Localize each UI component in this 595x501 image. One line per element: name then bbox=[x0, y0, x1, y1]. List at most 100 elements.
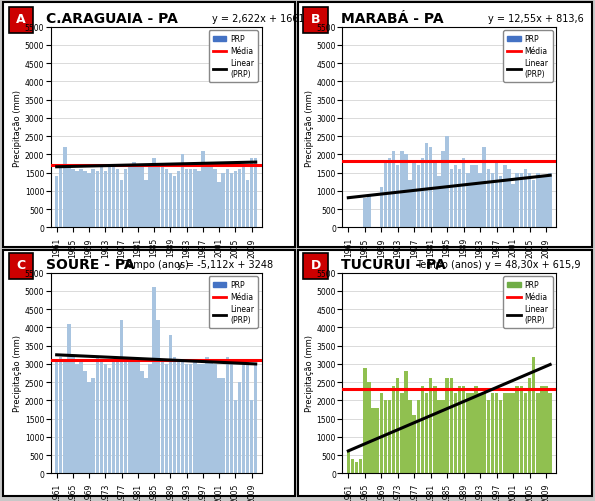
Bar bbox=[185, 170, 189, 228]
Bar bbox=[128, 361, 131, 473]
Bar bbox=[181, 155, 184, 228]
Bar bbox=[375, 408, 379, 473]
Bar bbox=[132, 357, 136, 473]
Bar bbox=[499, 177, 502, 228]
Bar bbox=[168, 173, 172, 228]
Bar bbox=[425, 144, 428, 228]
Bar bbox=[148, 166, 152, 228]
Bar bbox=[429, 379, 433, 473]
Bar bbox=[140, 168, 144, 228]
Bar bbox=[425, 393, 428, 473]
Bar bbox=[165, 364, 168, 473]
Bar bbox=[532, 180, 536, 228]
Bar bbox=[544, 386, 548, 473]
Bar bbox=[185, 364, 189, 473]
Bar bbox=[458, 170, 461, 228]
Bar bbox=[63, 361, 67, 473]
Bar bbox=[458, 386, 461, 473]
Bar bbox=[189, 170, 192, 228]
Bar bbox=[209, 361, 213, 473]
Bar bbox=[532, 357, 536, 473]
Bar bbox=[92, 379, 95, 473]
Text: B: B bbox=[311, 13, 321, 26]
Bar bbox=[79, 361, 83, 473]
Text: y = 12,55x + 813,6: y = 12,55x + 813,6 bbox=[488, 15, 584, 25]
Bar bbox=[429, 148, 433, 228]
Bar bbox=[367, 382, 371, 473]
Bar bbox=[234, 401, 237, 473]
Bar bbox=[96, 171, 99, 228]
Bar bbox=[112, 166, 115, 228]
Bar bbox=[466, 173, 469, 228]
Bar bbox=[161, 361, 164, 473]
Bar bbox=[254, 159, 258, 228]
Bar bbox=[193, 170, 196, 228]
Bar bbox=[350, 459, 354, 473]
Bar bbox=[177, 361, 180, 473]
Bar bbox=[250, 401, 253, 473]
Bar bbox=[536, 173, 540, 228]
Text: C: C bbox=[17, 259, 26, 272]
Bar bbox=[132, 162, 136, 228]
Bar bbox=[380, 393, 383, 473]
Bar bbox=[173, 357, 176, 473]
Bar bbox=[388, 159, 392, 228]
Bar bbox=[92, 170, 95, 228]
Bar bbox=[511, 184, 515, 228]
Bar bbox=[487, 170, 490, 228]
Bar bbox=[478, 393, 482, 473]
Bar bbox=[474, 166, 478, 228]
Text: y = -5,112x + 3248: y = -5,112x + 3248 bbox=[177, 260, 274, 270]
Text: TUCURUI - PA: TUCURUI - PA bbox=[341, 258, 446, 272]
Bar bbox=[487, 401, 490, 473]
Bar bbox=[367, 195, 371, 228]
Bar bbox=[433, 386, 437, 473]
Bar bbox=[209, 166, 213, 228]
Bar bbox=[59, 166, 62, 228]
Bar bbox=[503, 166, 506, 228]
FancyBboxPatch shape bbox=[9, 8, 33, 34]
Bar bbox=[128, 168, 131, 228]
Bar bbox=[470, 393, 474, 473]
Bar bbox=[396, 379, 399, 473]
Bar bbox=[371, 408, 375, 473]
Bar bbox=[408, 180, 412, 228]
Bar bbox=[495, 162, 499, 228]
Bar bbox=[79, 170, 83, 228]
Bar bbox=[246, 180, 249, 228]
Bar bbox=[483, 393, 486, 473]
Bar bbox=[108, 368, 111, 473]
FancyBboxPatch shape bbox=[303, 254, 328, 279]
Bar bbox=[71, 357, 74, 473]
Bar bbox=[96, 357, 99, 473]
Bar bbox=[478, 173, 482, 228]
Bar bbox=[226, 170, 229, 228]
Text: y = 2,622x + 1661,: y = 2,622x + 1661, bbox=[212, 15, 308, 25]
Bar bbox=[124, 170, 127, 228]
Bar bbox=[540, 177, 544, 228]
Bar bbox=[99, 361, 103, 473]
Bar bbox=[346, 450, 350, 473]
Bar bbox=[524, 170, 527, 228]
Bar bbox=[507, 393, 511, 473]
Bar bbox=[491, 173, 494, 228]
Bar bbox=[450, 379, 453, 473]
Bar bbox=[446, 379, 449, 473]
Bar bbox=[474, 386, 478, 473]
Bar bbox=[437, 177, 441, 228]
Bar bbox=[453, 166, 457, 228]
Bar bbox=[470, 166, 474, 228]
Bar bbox=[242, 168, 245, 228]
Bar bbox=[544, 177, 548, 228]
Bar bbox=[67, 166, 71, 228]
Bar bbox=[71, 170, 74, 228]
Bar bbox=[416, 401, 420, 473]
Bar bbox=[221, 173, 225, 228]
Bar bbox=[246, 361, 249, 473]
Bar bbox=[355, 462, 358, 473]
Bar bbox=[404, 371, 408, 473]
Legend: PRP, Média, Linear
(PRP): PRP, Média, Linear (PRP) bbox=[209, 32, 258, 83]
Bar bbox=[189, 364, 192, 473]
Bar bbox=[363, 199, 367, 228]
Bar bbox=[384, 401, 387, 473]
